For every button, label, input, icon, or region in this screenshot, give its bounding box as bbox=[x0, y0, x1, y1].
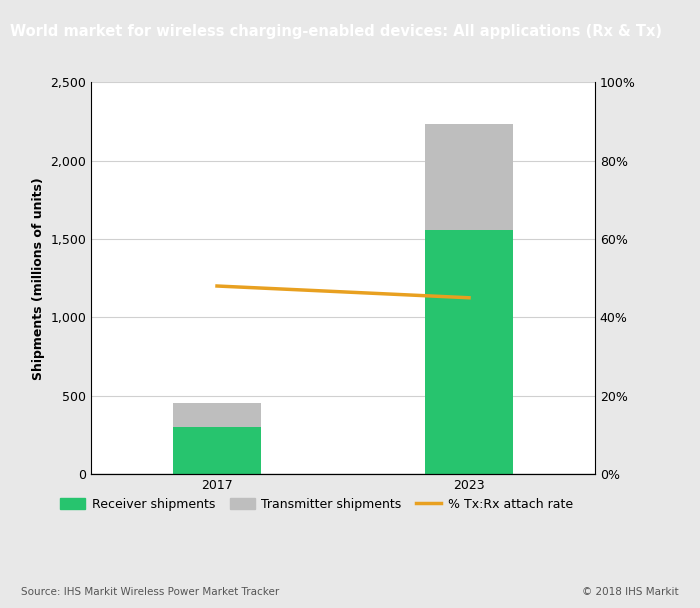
Bar bbox=[425, 230, 513, 474]
Legend: Receiver shipments, Transmitter shipments, % Tx:Rx attach rate: Receiver shipments, Transmitter shipment… bbox=[55, 492, 578, 516]
Text: © 2018 IHS Markit: © 2018 IHS Markit bbox=[582, 587, 679, 597]
Bar bbox=[425, 125, 513, 230]
Text: World market for wireless charging-enabled devices: All applications (Rx & Tx): World market for wireless charging-enabl… bbox=[10, 24, 661, 40]
Y-axis label: Shipments (millions of units): Shipments (millions of units) bbox=[32, 177, 45, 379]
Bar bbox=[173, 427, 261, 474]
Bar bbox=[173, 403, 261, 427]
Text: Source: IHS Markit Wireless Power Market Tracker: Source: IHS Markit Wireless Power Market… bbox=[21, 587, 279, 597]
